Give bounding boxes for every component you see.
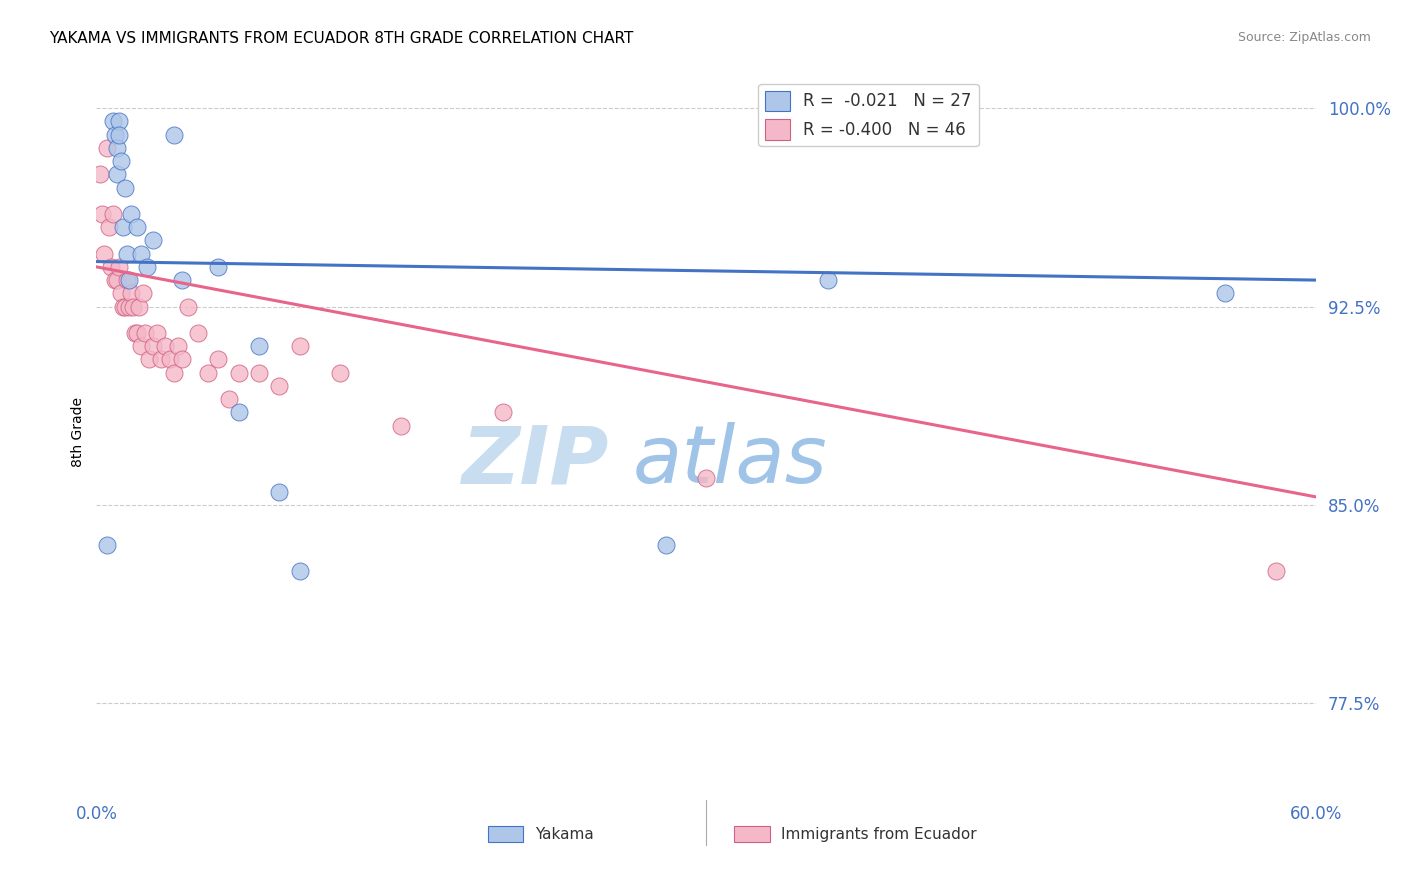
Point (150, 352, 173, 367)
Point (170, 273, 193, 287)
Text: atlas: atlas (633, 422, 828, 500)
Text: Yakama: Yakama (534, 827, 593, 842)
Point (389, 418, 412, 433)
Point (247, 366, 270, 380)
Point (654, 537, 676, 551)
Point (97, 220, 120, 235)
Point (138, 352, 160, 367)
Point (155, 339, 177, 353)
Point (129, 339, 152, 353)
Point (125, 326, 148, 340)
Point (101, 207, 124, 221)
Point (159, 352, 181, 367)
Point (207, 260, 229, 274)
Point (107, 114, 129, 128)
Point (187, 326, 209, 340)
Point (228, 405, 250, 419)
Point (96, 537, 118, 551)
Point (136, 260, 159, 274)
Point (129, 246, 152, 260)
Point (288, 339, 311, 353)
Text: Immigrants from Ecuador: Immigrants from Ecuador (780, 827, 976, 842)
Point (125, 220, 148, 235)
Point (120, 207, 142, 221)
Point (207, 352, 229, 367)
Point (96, 141, 118, 155)
Point (146, 326, 169, 340)
Text: ZIP: ZIP (461, 422, 609, 500)
Point (197, 366, 219, 380)
Point (218, 392, 240, 406)
Text: YAKAMA VS IMMIGRANTS FROM ECUADOR 8TH GRADE CORRELATION CHART: YAKAMA VS IMMIGRANTS FROM ECUADOR 8TH GR… (49, 31, 634, 46)
Point (128, 300, 150, 314)
Point (817, 273, 839, 287)
Point (114, 180, 136, 194)
Text: Source: ZipAtlas.com: Source: ZipAtlas.com (1237, 31, 1371, 45)
Point (269, 484, 291, 499)
Point (111, 300, 134, 314)
Point (107, 260, 129, 274)
Point (104, 128, 127, 142)
Point (114, 300, 136, 314)
Point (162, 128, 184, 142)
Point (134, 326, 156, 340)
Point (132, 286, 155, 301)
Point (110, 286, 132, 301)
Point (104, 273, 127, 287)
Point (1213, 286, 1236, 301)
Point (105, 273, 128, 287)
Point (177, 300, 200, 314)
Point (162, 366, 184, 380)
Point (115, 246, 138, 260)
Point (122, 300, 145, 314)
Point (93, 246, 115, 260)
Point (110, 154, 132, 169)
Point (115, 273, 138, 287)
Y-axis label: 8th Grade: 8th Grade (72, 397, 86, 467)
Point (228, 366, 250, 380)
Point (89, 167, 111, 181)
Point (101, 114, 124, 128)
Point (329, 366, 352, 380)
Point (166, 339, 188, 353)
Point (269, 379, 291, 393)
Point (118, 300, 141, 314)
Point (247, 339, 270, 353)
Point (142, 339, 165, 353)
Point (111, 220, 134, 235)
Point (695, 471, 717, 485)
Point (91, 207, 114, 221)
Point (142, 234, 165, 248)
Point (105, 167, 128, 181)
Point (1264, 564, 1286, 578)
Point (288, 564, 311, 578)
Point (170, 352, 193, 367)
Point (100, 260, 122, 274)
Point (492, 405, 515, 419)
Point (124, 326, 146, 340)
Legend: R =  -0.021   N = 27, R = -0.400   N = 46: R = -0.021 N = 27, R = -0.400 N = 46 (758, 84, 979, 146)
Point (118, 273, 141, 287)
Point (105, 141, 128, 155)
Point (107, 128, 129, 142)
Point (120, 286, 142, 301)
